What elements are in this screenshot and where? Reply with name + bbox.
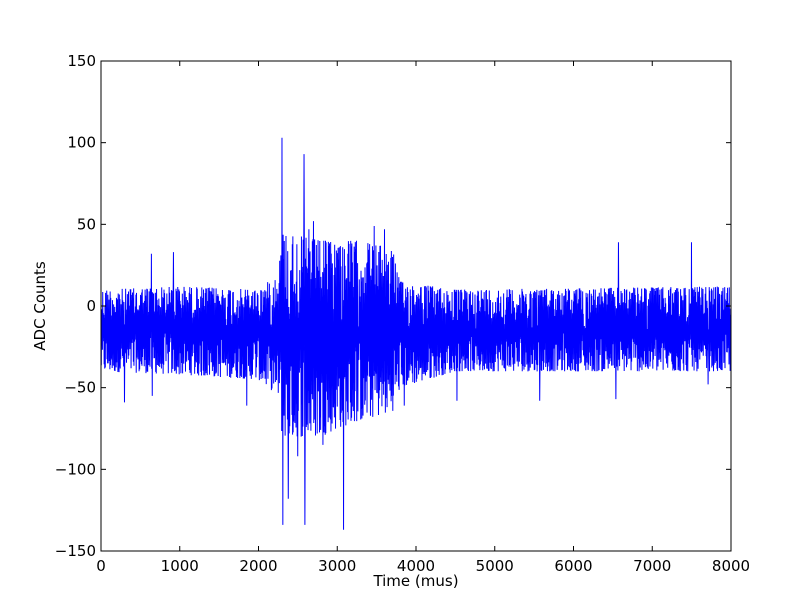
x-tick-label: 1000 (161, 557, 199, 575)
y-tick-label: 150 (67, 52, 96, 70)
series-line (100, 137, 732, 530)
tick-group: 0 1000 2000 3000 4000 5000 6000 7000 8000−150−10… (55, 52, 750, 575)
plot-frame (100, 60, 732, 552)
y-tick-label: 100 (67, 134, 96, 152)
y-tick-label: 0 (86, 297, 96, 315)
x-tick-label: 2000 (239, 557, 277, 575)
y-tick-label: −150 (55, 542, 96, 560)
x-tick-label: 8000 (712, 557, 750, 575)
x-tick-label: 5000 (476, 557, 514, 575)
x-tick-label: 0 (96, 557, 106, 575)
x-tick-label: 7000 (633, 557, 671, 575)
x-tick-label: 6000 (554, 557, 592, 575)
y-axis-label: ADC Counts (31, 261, 49, 351)
series-line-group (100, 137, 732, 530)
y-tick-label: −50 (64, 379, 96, 397)
x-axis-label: Time (mus) (372, 572, 458, 590)
y-tick-label: 50 (77, 215, 96, 233)
x-tick-label: 4000 (397, 557, 435, 575)
x-tick-label: 3000 (318, 557, 356, 575)
y-tick-label: −100 (55, 460, 96, 478)
